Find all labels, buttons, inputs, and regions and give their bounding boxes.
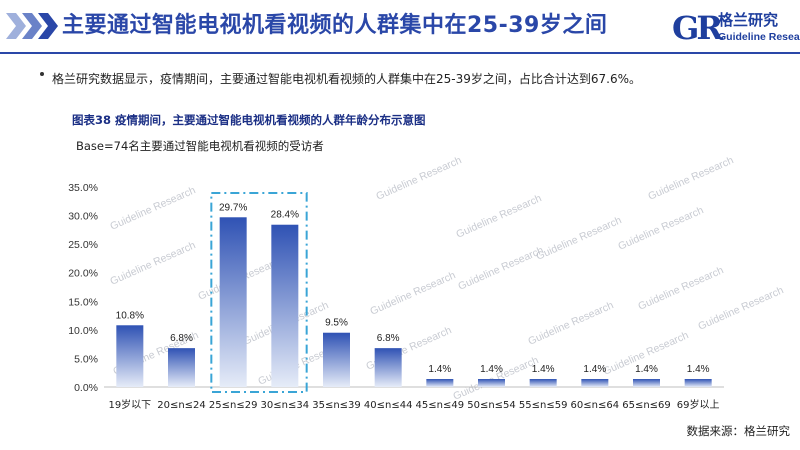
x-tick-label: 45≤n≤49 — [416, 400, 465, 411]
y-tick-label: 30.0% — [68, 211, 98, 223]
highlight-box — [210, 192, 308, 393]
watermark-text: Guideline Research — [526, 299, 615, 348]
x-tick-label: 35≤n≤39 — [312, 400, 361, 411]
bar-value-label: 28.4% — [271, 210, 299, 221]
watermark-text: Guideline Research — [108, 239, 197, 288]
y-tick-label: 0.0% — [74, 382, 98, 394]
watermark-text: Guideline Research — [451, 354, 540, 403]
x-tick-label: 55≤n≤59 — [519, 400, 568, 411]
brand-logo: GR 格兰研究 Guideline Research — [672, 6, 800, 50]
bar — [374, 348, 402, 387]
page-title: 主要通过智能电视机看视频的人群集中在25-39岁之间 — [62, 13, 608, 38]
bar — [581, 379, 609, 387]
x-tick-label: 40≤n≤44 — [364, 400, 413, 411]
bar — [684, 379, 712, 387]
y-tick-label: 10.0% — [68, 325, 98, 337]
bar — [633, 379, 660, 387]
data-source: 数据来源：格兰研究 — [686, 424, 791, 438]
bar-value-label: 10.8% — [116, 310, 144, 321]
y-tick-label: 25.0% — [68, 239, 98, 251]
x-tick-label: 69岁以上 — [677, 398, 720, 411]
bar — [219, 217, 247, 387]
chevrons-icon — [6, 13, 58, 39]
watermark-text: Guideline Research — [108, 184, 197, 233]
watermark-text: Guideline Research — [454, 192, 543, 241]
x-tick-label: 20≤n≤24 — [157, 400, 206, 411]
bar-value-label: 6.8% — [170, 333, 193, 344]
watermark-text: Guideline Research — [374, 154, 463, 203]
y-tick-label: 15.0% — [68, 296, 98, 308]
bar — [323, 332, 350, 387]
bar-value-label: 1.4% — [635, 364, 658, 375]
x-tick-label: 25≤n≤29 — [209, 400, 258, 411]
bar-value-label: 1.4% — [480, 364, 503, 375]
bar — [426, 379, 454, 387]
bar — [116, 325, 144, 387]
logo-name-en: Guideline Research — [718, 31, 800, 43]
slide-header: 主要通过智能电视机看视频的人群集中在25-39岁之间 GR 格兰研究 Guide… — [0, 0, 800, 52]
watermark-text: Guideline Research — [534, 214, 623, 263]
bar — [168, 348, 195, 387]
logo-name-cn: 格兰研究 — [718, 11, 779, 29]
watermark-text: Guideline Research — [636, 264, 725, 313]
y-tick-label: 20.0% — [68, 268, 98, 280]
x-tick-label: 65≤n≤69 — [622, 400, 671, 411]
bar-value-label: 9.5% — [325, 318, 348, 329]
bar — [271, 224, 299, 387]
watermark-text: Guideline Research — [456, 244, 545, 293]
watermark-text: Guideline Research — [696, 284, 785, 333]
bar-value-label: 1.4% — [687, 364, 710, 375]
bar-value-label: 1.4% — [428, 364, 451, 375]
bar-value-label: 1.4% — [583, 364, 606, 375]
logo-mark: GR — [672, 9, 723, 47]
x-tick-label: 60≤n≤64 — [571, 400, 620, 411]
x-tick-label: 30≤n≤34 — [261, 400, 310, 411]
summary-text: 格兰研究数据显示，疫情期间，主要通过智能电视机看视频的人群集中在25-39岁之间… — [52, 72, 641, 86]
y-tick-label: 5.0% — [74, 353, 98, 365]
bar-value-label: 1.4% — [532, 364, 555, 375]
bar — [529, 379, 557, 387]
bar-value-label: 6.8% — [377, 333, 400, 344]
x-tick-label: 50≤n≤54 — [467, 400, 516, 411]
y-tick-label: 35.0% — [68, 182, 98, 194]
bullet-dot-icon — [40, 72, 44, 76]
watermark-text: Guideline Research — [616, 204, 705, 253]
watermark-text: Guideline Research — [646, 154, 735, 203]
header-divider — [0, 52, 800, 54]
summary-bullet: 格兰研究数据显示，疫情期间，主要通过智能电视机看视频的人群集中在25-39岁之间… — [52, 70, 641, 87]
figure-title: 图表38 疫情期间，主要通过智能电视机看视频的人群年龄分布示意图 — [72, 113, 426, 127]
bar — [478, 379, 505, 387]
figure-base-note: Base=74名主要通过智能电视机看视频的受访者 — [76, 139, 324, 153]
x-tick-label: 19岁以下 — [108, 398, 151, 411]
bar-value-label: 29.7% — [219, 202, 247, 213]
watermark-text: Guideline Research — [368, 269, 457, 318]
